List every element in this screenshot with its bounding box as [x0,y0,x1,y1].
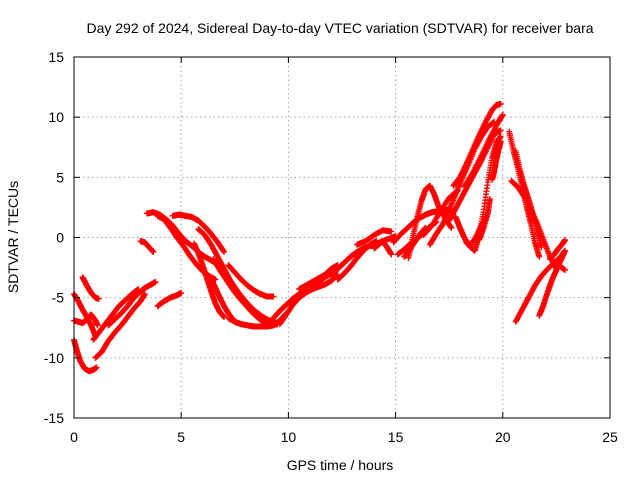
series-arc-a [71,336,100,375]
series-arc-d [79,274,102,302]
series-arc-m [191,240,228,320]
series-arc-f [105,279,159,329]
y-axis-label: SDTVAR / TECUs [5,181,21,293]
series-arc-k [154,212,219,283]
data-point [536,253,543,260]
data-point [93,364,100,371]
data-point [373,238,380,245]
data-point [497,100,504,107]
data-point [388,228,395,235]
series-arc-q [225,262,277,300]
data-point [221,248,228,255]
tick-layer: 0 5 10 15 20 25 -15 -10 -5 0 5 10 15 [44,49,618,445]
data-point [561,236,568,243]
data-point [448,224,455,231]
series-arc-p [210,256,281,329]
data-point [486,195,493,202]
series-arc-y [371,238,395,258]
data-point [141,291,148,298]
x-tick-label: 0 [70,429,78,445]
data-point [499,111,506,118]
y-tick-label: 5 [56,169,64,185]
x-tick-label: 5 [177,429,185,445]
y-tick-label: -15 [44,410,64,426]
x-tick-label: 15 [388,429,404,445]
data-point [94,322,101,329]
data-point [561,266,568,273]
series-arc-z [390,206,455,246]
series-arc-aj [476,195,493,243]
series-arc-ak [461,111,506,190]
data-point [561,247,568,254]
chart-title: Day 292 of 2024, Sidereal Day-to-day VTE… [86,20,593,36]
data-point [270,293,277,300]
series-arc-ag [450,100,504,189]
data-point [221,313,228,320]
data-point [135,286,142,293]
series-arc-t [276,271,341,328]
series-arc-as [555,262,568,273]
series-arc-l [169,211,228,255]
data-point [95,295,102,302]
series-arc-x [354,227,395,248]
series-arc-c [71,291,99,340]
data-point [152,279,159,286]
y-tick-label: 10 [48,109,64,125]
y-tick-label: -5 [52,290,65,306]
x-tick-label: 20 [495,429,511,445]
series-arc-w [334,238,380,283]
x-tick-label: 25 [602,429,618,445]
y-tick-label: -10 [44,350,64,366]
x-axis-label: GPS time / hours [287,457,394,473]
data-point [497,127,504,134]
series-arc-ac [405,182,455,261]
data-point [388,251,395,258]
data-point [497,138,504,145]
series-arc-al [489,138,504,183]
y-tick-label: 15 [48,49,64,65]
data-point [178,289,185,296]
series-arc-e [92,291,148,361]
series-arc-h [154,289,185,310]
series-arc-ar [546,236,568,263]
y-tick-label: 0 [56,230,64,246]
data-point [150,248,157,255]
data-marks [71,100,568,375]
series-arc-i [137,238,157,255]
series-arc-g [90,286,142,343]
grid-layer [74,57,610,418]
x-tick-label: 10 [281,429,297,445]
